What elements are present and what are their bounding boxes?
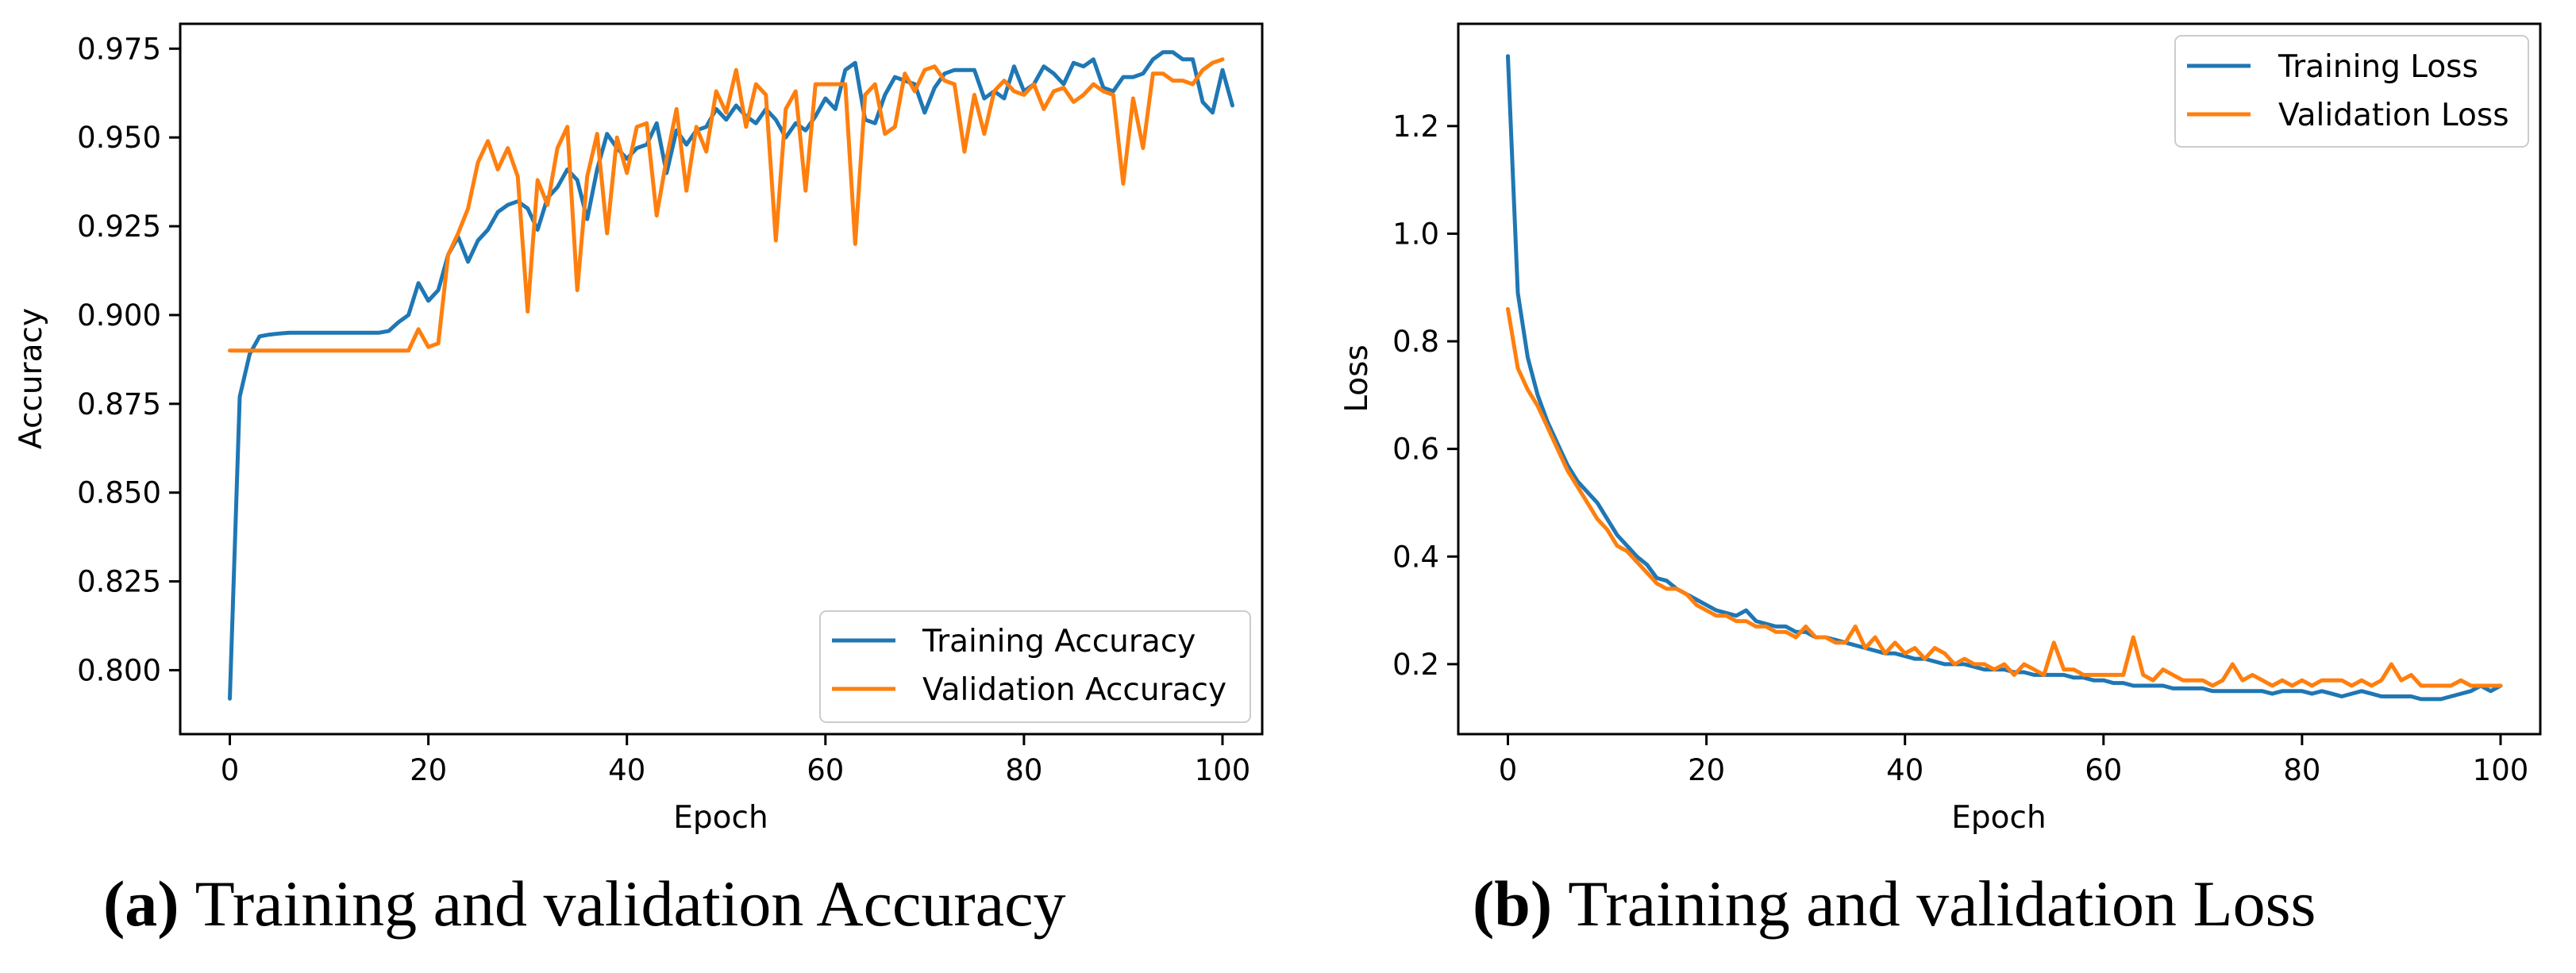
- x-tick-label-accuracy-4: 80: [1005, 753, 1042, 787]
- y-axis-label-accuracy: Accuracy: [13, 308, 49, 449]
- legend-label-training-accuracy: Training Accuracy: [922, 624, 1196, 660]
- y-tick-label-accuracy-3: 0.875: [77, 387, 161, 421]
- y-tick-label-accuracy-0: 0.800: [77, 653, 161, 687]
- caption-letter-b: (b): [1473, 867, 1552, 940]
- x-tick-label-loss-4: 80: [2283, 753, 2320, 787]
- x-axis-accuracy: 0 20 40 60 80 100: [221, 734, 1251, 787]
- series-line-training-accuracy: [228, 50, 1234, 701]
- y-tick-label-accuracy-1: 0.825: [77, 565, 161, 599]
- x-tick-label-loss-0: 0: [1499, 753, 1518, 787]
- series-lines-accuracy: [228, 50, 1234, 701]
- y-axis-loss: 0.2 0.4 0.6 0.8 1.0 1.2: [1392, 110, 1458, 682]
- x-tick-label-loss-5: 100: [2473, 753, 2529, 787]
- x-tick-label-accuracy-5: 100: [1195, 753, 1251, 787]
- y-tick-label-accuracy-2: 0.850: [77, 476, 161, 510]
- legend-box-accuracy: [819, 610, 1251, 723]
- series-line-training-loss: [1506, 54, 2503, 702]
- caption-accuracy: (a) Training and validation Accuracy: [103, 867, 1066, 940]
- legend-accuracy: Training Accuracy Validation Accuracy: [819, 610, 1251, 723]
- y-tick-label-loss-0: 0.2: [1392, 648, 1439, 682]
- legend-label-validation-accuracy: Validation Accuracy: [922, 672, 1226, 708]
- caption-text-a: Training and validation Accuracy: [195, 867, 1066, 940]
- series-lines-loss: [1506, 54, 2503, 702]
- caption-letter-a: (a): [103, 867, 179, 940]
- x-axis-loss: 0 20 40 60 80 100: [1499, 734, 2529, 787]
- x-tick-label-accuracy-3: 60: [807, 753, 844, 787]
- x-axis-label-loss: Epoch: [1951, 800, 2046, 836]
- series-line-validation-accuracy: [228, 57, 1225, 353]
- x-tick-label-loss-2: 40: [1886, 753, 1923, 787]
- y-tick-label-loss-3: 0.8: [1392, 325, 1439, 359]
- y-tick-label-loss-1: 0.4: [1392, 540, 1439, 574]
- y-tick-label-accuracy-5: 0.925: [77, 210, 161, 244]
- x-axis-label-accuracy: Epoch: [673, 800, 768, 836]
- panel-accuracy: 0 20 40 60 80 100 0.8000.8250.8500.8750.9000.…: [13, 22, 1264, 940]
- x-tick-label-accuracy-1: 20: [410, 753, 447, 787]
- legend-loss: Training Loss Validation Loss: [2174, 35, 2529, 148]
- x-tick-label-loss-3: 60: [2085, 753, 2122, 787]
- legend-label-training-loss: Training Loss: [2278, 49, 2478, 85]
- y-axis-label-loss: Loss: [1339, 344, 1375, 413]
- legend-label-validation-loss: Validation Loss: [2278, 98, 2509, 133]
- caption-text-b: Training and validation Loss: [1568, 867, 2316, 940]
- x-tick-label-loss-1: 20: [1688, 753, 1725, 787]
- x-tick-label-accuracy-0: 0: [221, 753, 240, 787]
- y-tick-label-accuracy-4: 0.900: [77, 298, 161, 333]
- y-tick-label-loss-5: 1.2: [1392, 110, 1439, 144]
- y-tick-label-loss-4: 1.0: [1392, 217, 1439, 251]
- y-tick-label-accuracy-7: 0.975: [77, 32, 161, 66]
- y-tick-label-loss-2: 0.6: [1392, 433, 1439, 467]
- y-tick-label-accuracy-6: 0.950: [77, 121, 161, 155]
- y-axis-accuracy: 0.800 0.825 0.850 0.875 0.900 0.925 0.950 0.975: [77, 32, 180, 687]
- series-line-validation-loss: [1506, 306, 2503, 688]
- caption-loss: (b) Training and validation Loss: [1473, 867, 2316, 940]
- x-tick-label-accuracy-2: 40: [608, 753, 645, 787]
- panel-loss: 0 20 40 60 80 100 0.2 0.4 0.6 0.8 1.0 1.2 Epoch Lo…: [1339, 22, 2542, 940]
- legend-box-loss: [2174, 35, 2529, 148]
